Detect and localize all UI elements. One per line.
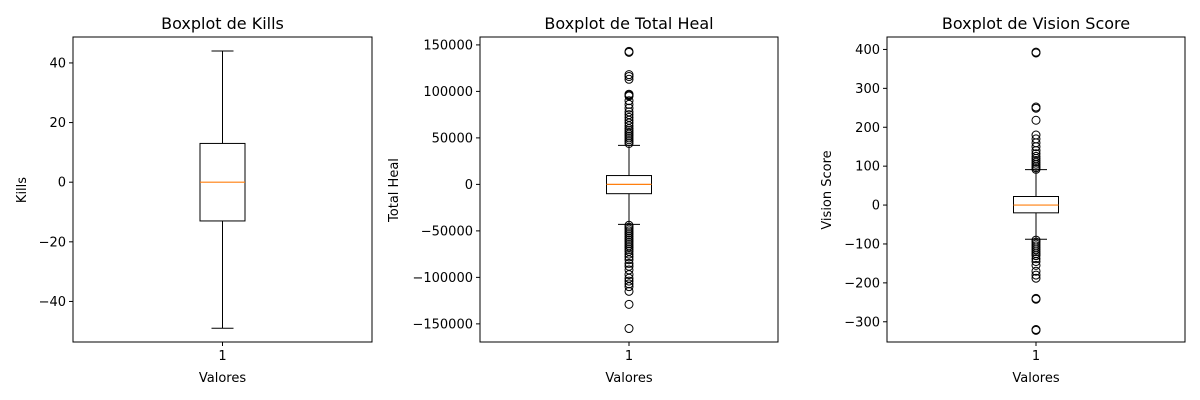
boxplot-panel-kills: Boxplot de Kills Valores Kills 40 20 0 −20 −… [15, 14, 373, 386]
outlier-point [624, 286, 634, 296]
y-tick-label: −20 [39, 235, 66, 250]
outlier-point [624, 258, 634, 268]
outlier-point [1031, 149, 1041, 159]
outlier-point [624, 249, 634, 259]
outlier-point [624, 282, 634, 292]
outlier-point [624, 96, 634, 106]
x-axis-label: Valores [199, 371, 246, 386]
outlier-point [1031, 273, 1041, 283]
x-tick-label: 1 [1032, 349, 1040, 364]
outlier-point [1031, 103, 1041, 113]
outlier-point [1031, 256, 1041, 266]
outlier-point [624, 74, 634, 84]
x-axis-label: Valores [605, 371, 652, 386]
y-tick-label: 100000 [423, 85, 473, 100]
outlier-point [624, 255, 634, 265]
outlier-point [1031, 270, 1041, 280]
outlier-point [624, 324, 634, 334]
chart-title: Boxplot de Vision Score [942, 14, 1130, 33]
outlier-point [624, 279, 634, 289]
y-tick-label: −100000 [412, 271, 473, 286]
y-axis-label: Vision Score [820, 150, 835, 229]
y-tick-label: 200 [855, 121, 880, 136]
outlier-point [624, 138, 634, 148]
y-tick-label: −100 [844, 237, 880, 252]
y-tick-label: 100 [855, 160, 880, 175]
y-tick-label: −300 [844, 315, 880, 330]
outlier-point [624, 99, 634, 109]
y-tick-label: 400 [855, 43, 880, 58]
y-tick-label: 50000 [432, 131, 473, 146]
y-tick-label: 300 [855, 82, 880, 97]
y-tick-label: −150000 [412, 317, 473, 332]
y-tick-label: −40 [39, 295, 66, 310]
outlier-point [624, 72, 634, 82]
outlier-point [624, 47, 634, 57]
outlier-point [624, 103, 634, 113]
y-tick-label: 150000 [423, 38, 473, 53]
x-tick-label: 1 [218, 349, 226, 364]
outlier-point [1031, 325, 1041, 335]
y-axis-label: Total Heal [387, 158, 402, 223]
y-tick-label: 0 [872, 199, 880, 214]
plot-area [479, 36, 779, 343]
y-tick-label: 0 [465, 178, 473, 193]
chart-title: Boxplot de Kills [161, 14, 284, 33]
y-tick-label: −50000 [421, 224, 473, 239]
x-tick-label: 1 [625, 349, 633, 364]
y-tick-label: 0 [58, 176, 66, 191]
outlier-point [624, 118, 634, 128]
outlier-point [624, 252, 634, 262]
outlier-point [1031, 251, 1041, 261]
outlier-point [624, 299, 634, 309]
outlier-point [1031, 266, 1041, 276]
outlier-point [1031, 142, 1041, 152]
outlier-point [624, 70, 634, 80]
y-tick-label: 20 [49, 116, 66, 131]
outlier-point [1031, 254, 1041, 264]
y-tick-label: 40 [49, 56, 66, 71]
outlier-point [624, 270, 634, 280]
y-axis-label: Kills [15, 177, 30, 203]
x-axis-label: Valores [1012, 371, 1059, 386]
outlier-point [624, 276, 634, 286]
outlier-point [1031, 115, 1041, 125]
outlier-point [1031, 260, 1041, 270]
boxplot-panel-total-heal: Boxplot de Total Heal Valores Total Heal… [387, 14, 779, 386]
chart-title: Boxplot de Total Heal [544, 14, 713, 33]
outlier-point [1031, 48, 1041, 58]
outlier-point [1031, 164, 1041, 174]
y-tick-label: −200 [844, 276, 880, 291]
boxplot-panel-vision-score: Boxplot de Vision Score Valores Vision S… [820, 14, 1186, 386]
outlier-point [1031, 294, 1041, 304]
